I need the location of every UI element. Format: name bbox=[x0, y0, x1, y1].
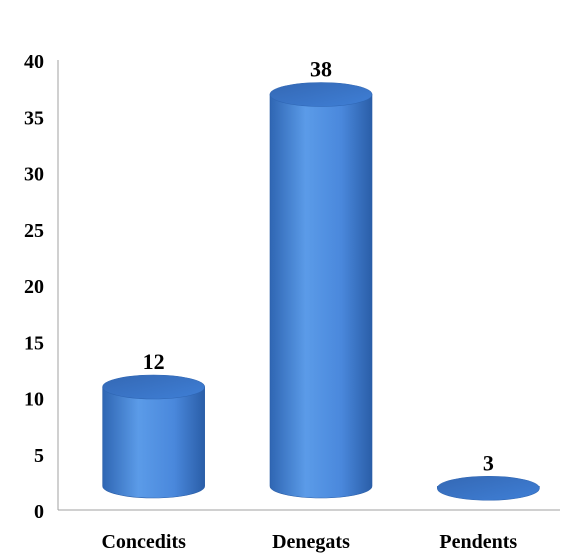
data-label: 3 bbox=[483, 450, 494, 475]
labels: 12 Concedits 38 Denegats 3 Pendents bbox=[101, 57, 517, 554]
bar-body bbox=[102, 386, 205, 499]
y-tick-label: 25 bbox=[24, 220, 44, 242]
x-tick-label: Pendents bbox=[439, 531, 517, 553]
y-tick-label: 15 bbox=[24, 332, 44, 354]
bar-pendents bbox=[437, 475, 540, 501]
bar-top bbox=[102, 374, 205, 400]
data-label: 12 bbox=[143, 349, 165, 374]
axes: 0 5 10 15 20 25 30 35 40 bbox=[24, 51, 560, 523]
bars bbox=[102, 82, 540, 501]
x-tick-label: Denegats bbox=[272, 531, 350, 553]
bar-top bbox=[437, 475, 540, 501]
data-label: 38 bbox=[310, 57, 332, 82]
bar-concedits bbox=[102, 374, 205, 499]
y-tick-label: 0 bbox=[34, 501, 44, 523]
y-tick-label: 30 bbox=[24, 164, 44, 186]
y-tick-label: 5 bbox=[34, 445, 44, 467]
bar-body bbox=[269, 94, 373, 499]
bar-top bbox=[269, 82, 373, 107]
y-tick-label: 40 bbox=[24, 51, 44, 73]
bar-denegats bbox=[269, 82, 373, 499]
y-tick-label: 10 bbox=[24, 389, 44, 411]
x-tick-label: Concedits bbox=[101, 531, 186, 553]
y-tick-label: 20 bbox=[24, 276, 44, 298]
y-tick-label: 35 bbox=[24, 107, 44, 129]
